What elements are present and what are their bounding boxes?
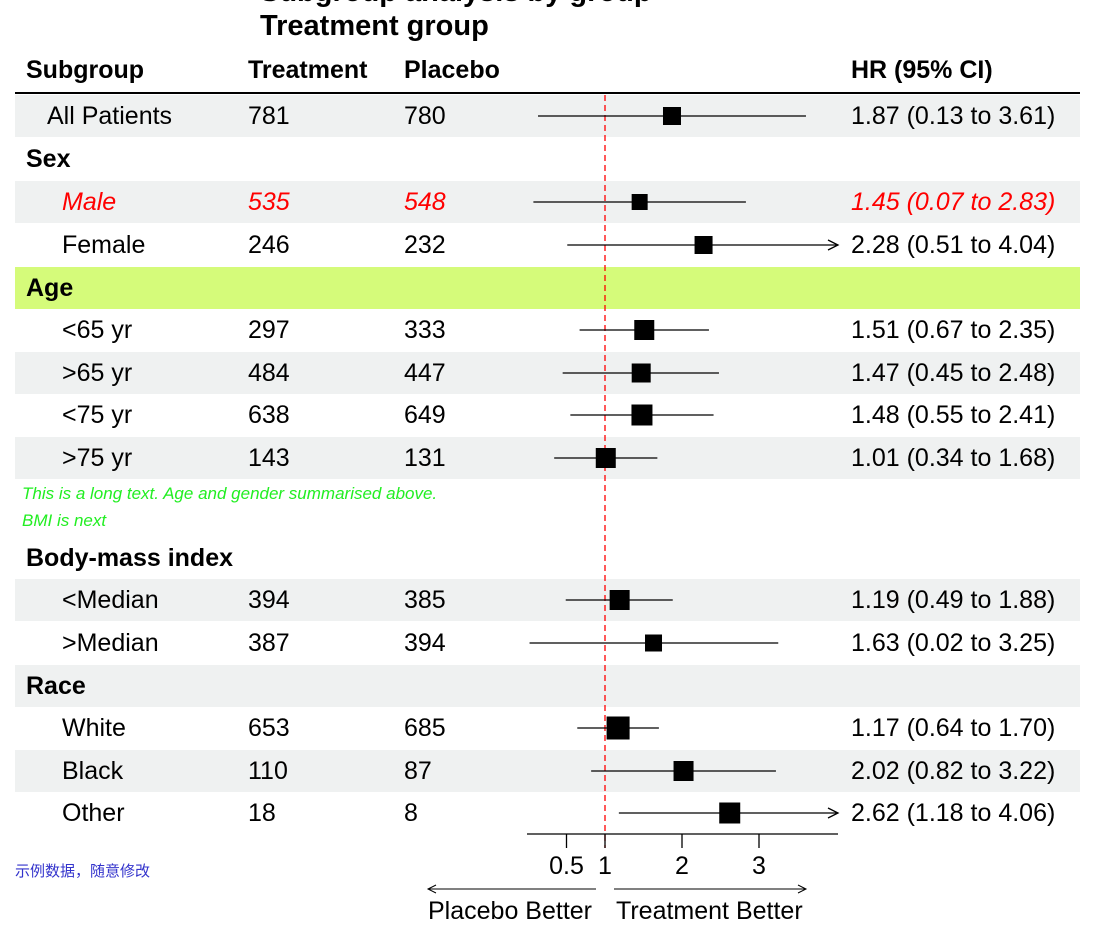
subgroup-label: White [62,714,126,742]
treatment-count: 781 [248,102,290,130]
title-line-2: Treatment group [260,10,489,42]
treatment-count: 387 [248,629,290,657]
treatment-count: 246 [248,231,290,259]
placebo-count: 8 [404,799,418,827]
right-arrow [614,884,808,894]
subgroup-label: All Patients [47,102,173,130]
placebo-count: 333 [404,316,446,344]
subgroup-label: Race [26,672,86,700]
left-direction-label: Placebo Better [428,897,592,925]
subgroup-label: Other [62,799,125,827]
treatment-count: 653 [248,714,290,742]
table-row: Black 110 87 2.02 (0.82 to 3.22) [15,750,1080,792]
placebo-count: 385 [404,586,446,614]
subgroup-label: Male [62,188,117,216]
right-direction-label: Treatment Better [616,897,803,925]
hr-ci-text: 2.28 (0.51 to 4.04) [851,231,1056,259]
table-row: White 653 685 1.17 (0.64 to 1.70) [15,707,1080,749]
point-estimate [719,802,741,824]
placebo-count: 685 [404,714,446,742]
tick-label: 3 [752,852,766,880]
tick-label: 1 [598,852,612,880]
header-subgroup: Subgroup [26,56,145,84]
tick-label: 2 [675,852,689,880]
point-estimate [662,107,681,125]
hr-ci-text: 1.48 (0.55 to 2.41) [851,401,1056,429]
table-row: <Median 394 385 1.19 (0.49 to 1.88) [15,579,1080,621]
group-heading-row: Race [15,665,1080,707]
subgroup-label: <75 yr [62,401,133,429]
placebo-count: 394 [404,629,446,657]
table-row: <75 yr 638 649 1.48 (0.55 to 2.41) [15,394,1080,436]
hr-ci-text: 2.62 (1.18 to 4.06) [851,799,1056,827]
group-heading-row: Age [15,267,1080,309]
header-placebo: Placebo [404,56,500,84]
placebo-count: 548 [404,188,446,216]
hr-ci-text: 1.51 (0.67 to 2.35) [851,316,1056,344]
table-row: >75 yr 143 131 1.01 (0.34 to 1.68) [15,437,1080,479]
point-estimate [631,194,648,210]
hr-ci-text: 1.47 (0.45 to 2.48) [851,359,1056,387]
point-estimate [645,634,663,652]
hr-ci-text: 2.02 (0.82 to 3.22) [851,757,1056,785]
placebo-count: 131 [404,444,446,472]
hr-ci-text: 1.45 (0.07 to 2.83) [851,188,1056,216]
subgroup-label: Female [62,231,146,259]
header-treatment: Treatment [248,56,368,84]
point-estimate [631,363,651,383]
header-hr: HR (95% CI) [851,56,993,84]
footnote: 示例数据，随意修改 [15,862,151,880]
placebo-count: 232 [404,231,446,259]
subgroup-label: >65 yr [62,359,133,387]
placebo-count: 780 [404,102,446,130]
hr-ci-text: 1.63 (0.02 to 3.25) [851,629,1056,657]
point-estimate [606,716,630,740]
hr-ci-text: 1.87 (0.13 to 3.61) [851,102,1056,130]
hr-ci-text: 1.17 (0.64 to 1.70) [851,714,1056,742]
point-estimate [609,590,630,610]
subgroup-label: <Median [62,586,159,614]
treatment-count: 143 [248,444,290,472]
table-row: <65 yr 297 333 1.51 (0.67 to 2.35) [15,309,1080,351]
subgroup-label: >75 yr [62,444,133,472]
point-estimate [631,404,653,426]
table-row: >Median 387 394 1.63 (0.02 to 3.25) [15,622,1080,664]
subgroup-label: >Median [62,629,159,657]
subgroup-label: Age [26,274,74,302]
treatment-count: 18 [248,799,276,827]
treatment-count: 297 [248,316,290,344]
annotation-text: This is a long text. Age and gender summ… [22,484,438,503]
placebo-count: 649 [404,401,446,429]
tick-label: 0.5 [549,852,584,880]
subgroup-label: Sex [26,145,71,173]
hr-ci-text: 1.19 (0.49 to 1.88) [851,586,1056,614]
ci-arrow [827,807,840,819]
placebo-count: 447 [404,359,446,387]
subgroup-label: <65 yr [62,316,133,344]
treatment-count: 484 [248,359,290,387]
group-heading-row: Body-mass index [15,537,1080,579]
table-row: Other 18 8 2.62 (1.18 to 4.06) [15,792,1080,834]
annotation-text: BMI is next [22,511,107,530]
hr-ci-text: 1.01 (0.34 to 1.68) [851,444,1056,472]
group-heading-row: Sex [15,138,1080,180]
treatment-count: 394 [248,586,290,614]
placebo-count: 87 [404,757,432,785]
left-arrow [426,884,596,894]
subgroup-label: Black [62,757,124,785]
point-estimate [694,236,713,254]
treatment-count: 535 [248,188,290,216]
subgroup-label: Body-mass index [26,544,234,572]
point-estimate [634,320,655,340]
treatment-count: 110 [248,757,288,785]
title-line-1: Subgroup analysis by group [260,0,652,9]
point-estimate [673,761,694,781]
ci-arrow [827,239,840,251]
point-estimate [595,448,616,468]
table-row: >65 yr 484 447 1.47 (0.45 to 2.48) [15,352,1080,394]
table-row: Female 246 232 2.28 (0.51 to 4.04) [15,224,1080,266]
treatment-count: 638 [248,401,290,429]
